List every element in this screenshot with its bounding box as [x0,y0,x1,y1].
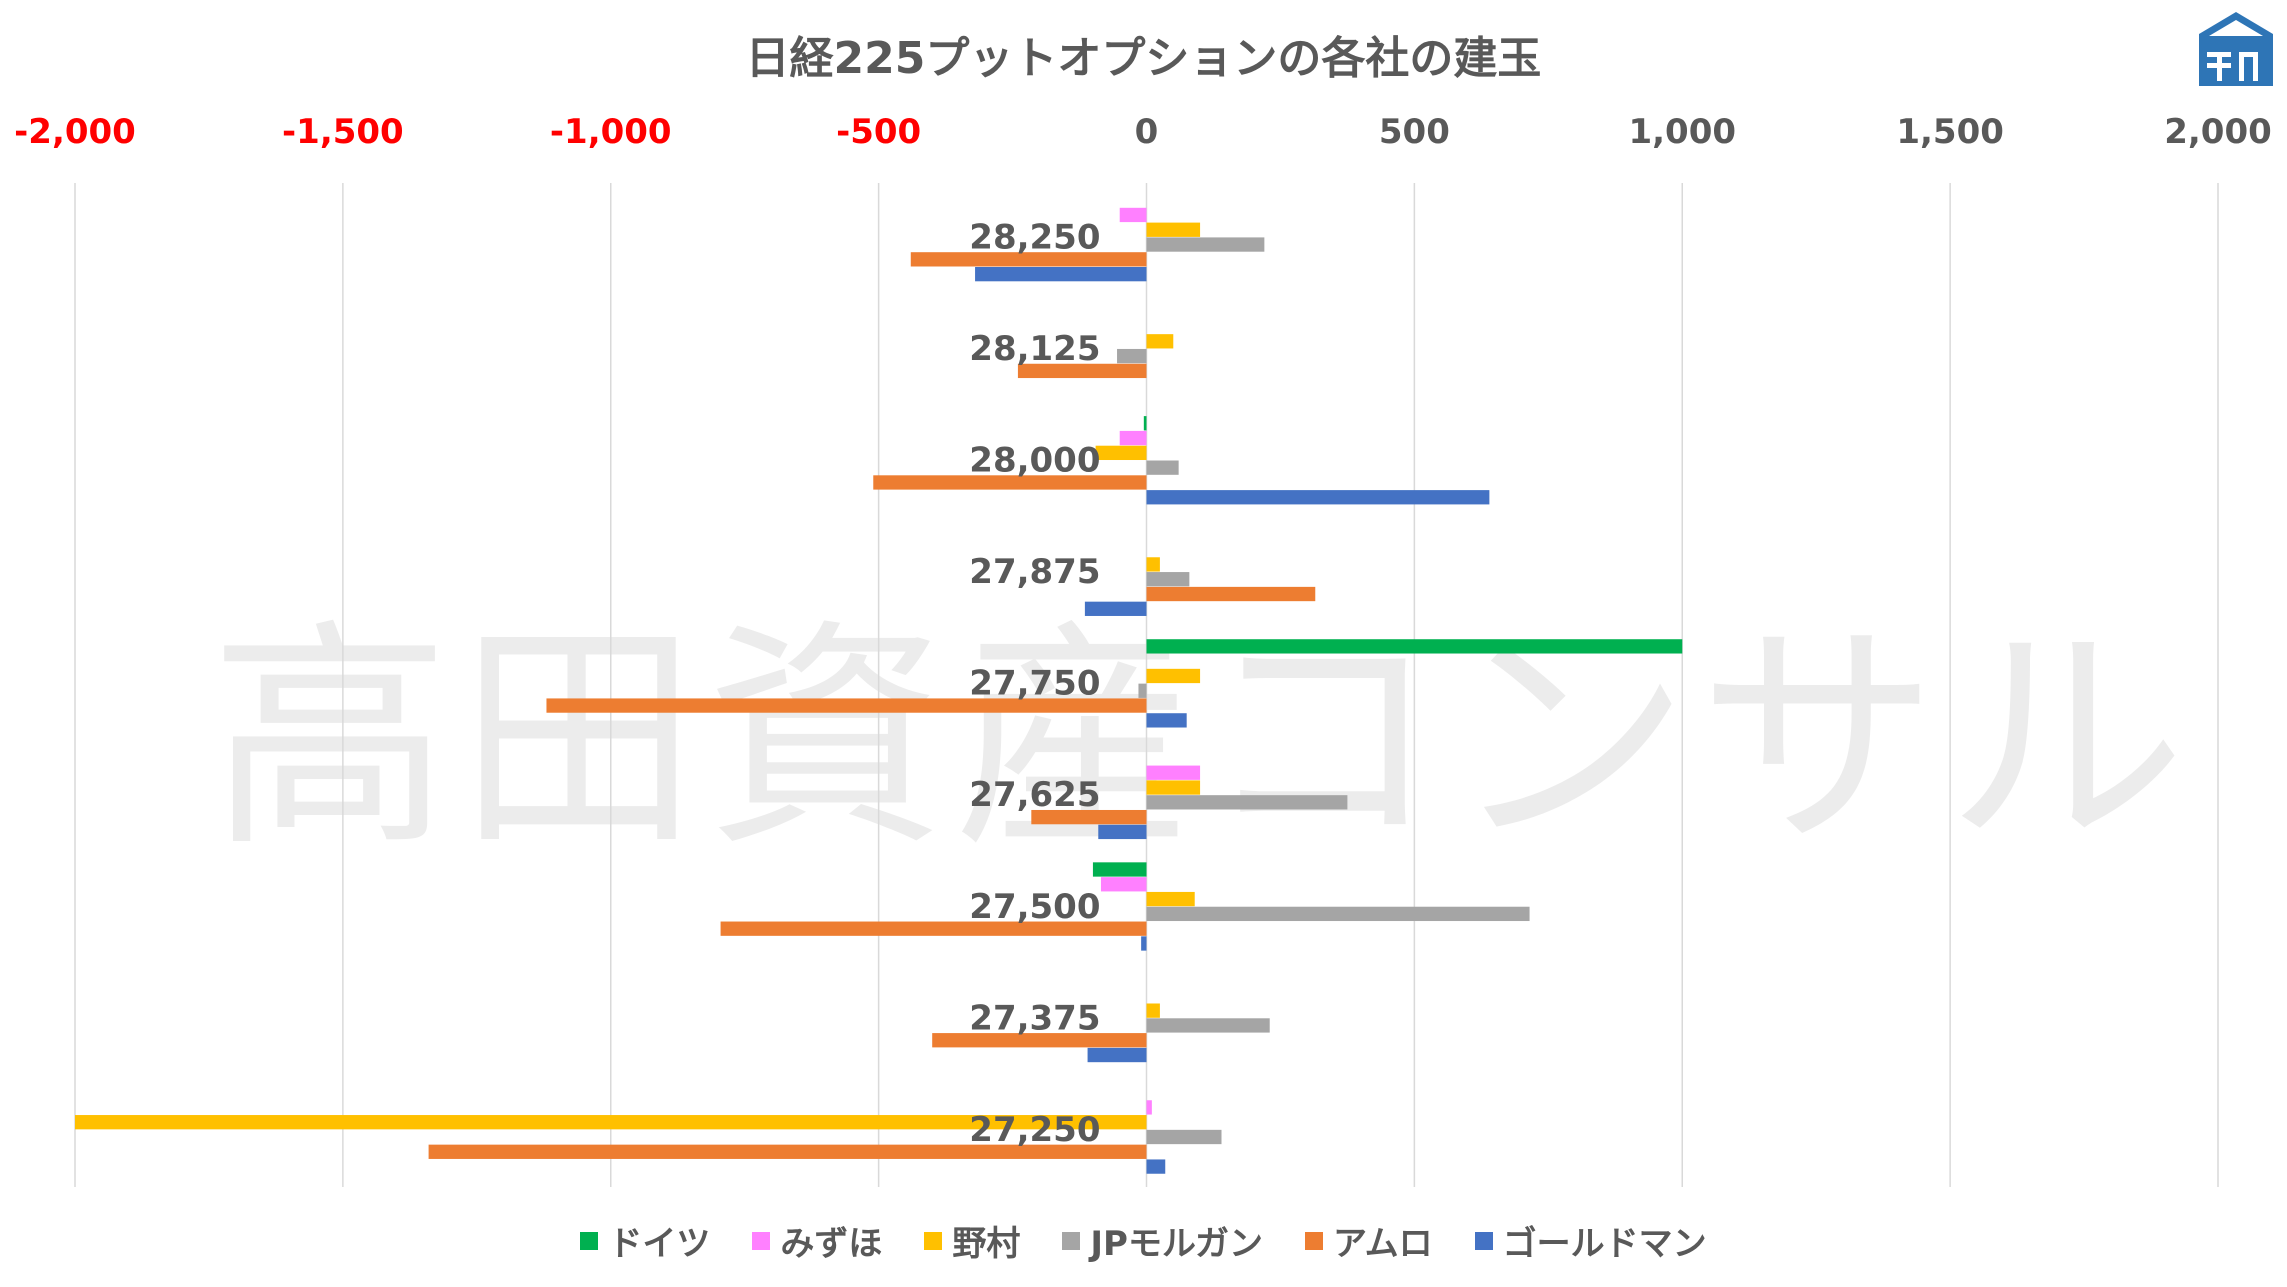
category-label: 27,250 [969,1110,1100,1150]
category-label: 28,250 [969,217,1100,257]
legend-label: JPモルガン [1090,1224,1263,1264]
bar-野村 [1146,891,1195,907]
x-tick-label: -2,000 [14,112,136,152]
bar-アムロ [873,475,1147,490]
legend-swatch [1474,1231,1493,1250]
bar-JPモルガン [1146,460,1179,475]
bar-野村 [1146,668,1201,684]
bar-ゴールドマン [1141,936,1147,951]
bar-ゴールドマン [1098,824,1147,840]
legend-swatch [580,1231,599,1250]
legend-label: アムロ [1332,1224,1433,1264]
bar-アムロ [932,1033,1147,1048]
bar-アムロ [720,921,1147,936]
bar-野村 [75,1115,1147,1130]
x-tick-label: 500 [1379,112,1450,152]
bar-アムロ [428,1144,1147,1159]
x-tick-label: 1,500 [1896,112,2004,152]
legend-item: ゴールドマン [1474,1216,1707,1265]
bar-JPモルガン [1138,683,1147,698]
x-tick-label: -500 [836,112,921,152]
legend-label: 野村 [952,1224,1021,1264]
bar-JPモルガン [1146,906,1530,922]
bar-アムロ [546,698,1147,713]
bar-ドイツ [1143,416,1147,431]
legend-item: 野村 [924,1216,1020,1265]
category-label: 27,625 [969,775,1100,815]
bar-みずほ [1119,430,1147,446]
category-label: 27,500 [969,887,1100,927]
bar-野村 [1146,222,1201,237]
bar-野村 [1146,334,1174,349]
bar-ドイツ [1092,862,1147,877]
legend-item: JPモルガン [1062,1216,1263,1265]
bar-JPモルガン [1146,237,1265,252]
bar-アムロ [910,252,1147,267]
x-tick-label: -1,000 [550,112,672,152]
company-logo-icon [2195,8,2277,94]
bar-アムロ [1031,809,1147,825]
bar-アムロ [1146,586,1316,602]
bar-ゴールドマン [1146,1159,1166,1174]
legend-swatch [924,1231,943,1250]
bar-JPモルガン [1117,348,1147,364]
bar-野村 [1095,445,1147,461]
bar-野村 [1146,780,1201,795]
bar-JPモルガン [1146,1018,1270,1033]
x-tick-label: 0 [1135,112,1159,152]
bar-アムロ [1017,363,1147,379]
bar-みずほ [1146,1100,1152,1115]
legend-label: ドイツ [608,1224,711,1264]
bar-みずほ [1100,877,1147,892]
legend-item: みずほ [752,1216,882,1265]
legend-swatch [1304,1231,1323,1250]
bar-JPモルガン [1146,1129,1222,1145]
bar-ゴールドマン [1146,490,1490,505]
bar-ドイツ [1146,639,1683,654]
chart-title: 日経225プットオプションの各社の建玉 [745,33,1542,84]
bar-ゴールドマン [1084,601,1147,616]
x-tick-label: 2,000 [2164,112,2272,152]
category-label: 27,375 [969,998,1100,1038]
bar-ゴールドマン [1146,713,1187,728]
bar-JPモルガン [1146,795,1348,810]
legend-label: ゴールドマン [1502,1224,1707,1264]
x-tick-label: 1,000 [1628,112,1736,152]
category-label: 28,125 [969,329,1100,369]
legend-item: アムロ [1304,1216,1433,1265]
category-label: 27,875 [969,552,1100,592]
category-label: 27,750 [969,664,1100,704]
legend-label: みずほ [780,1224,883,1264]
bar-みずほ [1146,765,1201,780]
bar-野村 [1146,1003,1160,1018]
chart-legend: ドイツ みずほ 野村 JPモルガン アムロ ゴールドマン [0,1216,2287,1265]
bar-野村 [1146,557,1160,572]
bar-みずほ [1119,207,1147,223]
bar-JPモルガン [1146,572,1190,587]
legend-swatch [752,1231,771,1250]
bar-ゴールドマン [1087,1047,1147,1063]
legend-item: ドイツ [580,1216,710,1265]
category-label: 28,000 [969,441,1100,481]
x-tick-label: -1,500 [282,112,404,152]
legend-swatch [1062,1231,1081,1250]
bar-ゴールドマン [975,267,1147,282]
